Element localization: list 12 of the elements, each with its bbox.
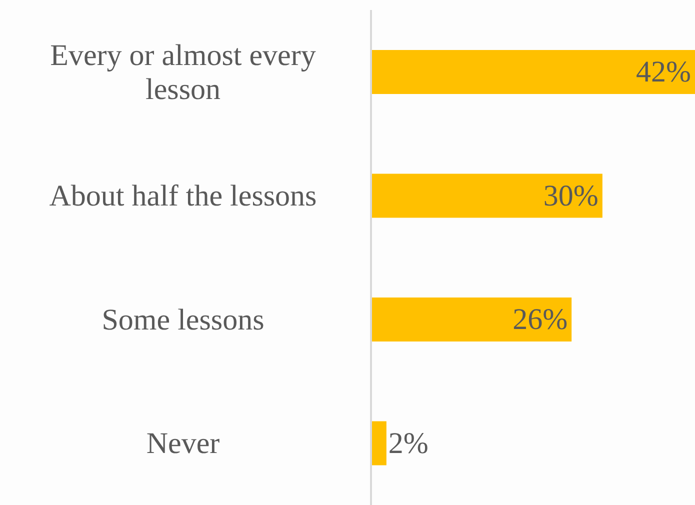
bar xyxy=(371,298,572,342)
bar xyxy=(371,50,695,94)
y-tick-label: Never xyxy=(146,426,220,460)
data-label: 30% xyxy=(543,179,598,212)
bar xyxy=(371,421,386,466)
bar xyxy=(371,174,602,218)
data-label: 2% xyxy=(388,426,428,460)
data-label: 26% xyxy=(512,303,568,336)
y-tick-label: Every or almost every lesson xyxy=(50,38,316,106)
y-tick-label: About half the lessons xyxy=(49,179,317,212)
data-label: 42% xyxy=(636,56,691,88)
y-tick-label: Some lessons xyxy=(102,302,264,336)
